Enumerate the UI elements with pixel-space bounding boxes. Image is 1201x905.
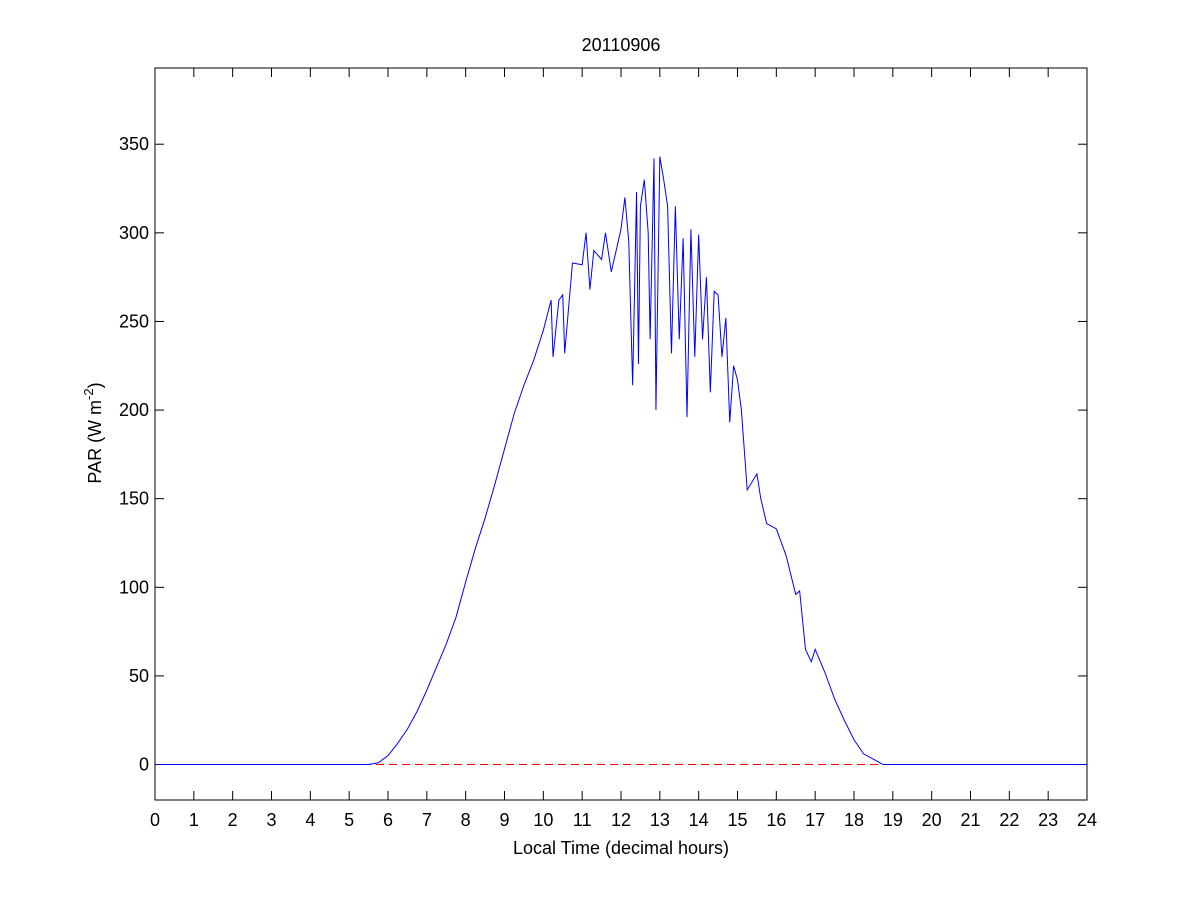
y-label-superscript: -2 xyxy=(81,388,96,400)
x-tick-label: 2 xyxy=(228,810,238,830)
x-tick-label: 24 xyxy=(1077,810,1097,830)
x-tick-label: 20 xyxy=(922,810,942,830)
x-tick-label: 14 xyxy=(689,810,709,830)
y-axis-label: PAR (W m-2) xyxy=(81,382,105,483)
x-tick-label: 23 xyxy=(1038,810,1058,830)
y-label-text: PAR (W m xyxy=(85,400,105,484)
y-tick-label: 350 xyxy=(119,134,149,154)
x-tick-label: 10 xyxy=(533,810,553,830)
y-tick-label: 300 xyxy=(119,223,149,243)
y-tick-label: 50 xyxy=(129,666,149,686)
x-tick-label: 19 xyxy=(883,810,903,830)
y-label-suffix: ) xyxy=(85,382,105,388)
x-tick-label: 11 xyxy=(573,810,592,830)
x-tick-label: 7 xyxy=(422,810,432,830)
x-tick-label: 6 xyxy=(383,810,393,830)
y-tick-label: 150 xyxy=(119,489,149,509)
x-tick-label: 21 xyxy=(960,810,980,830)
x-tick-label: 12 xyxy=(611,810,631,830)
data-line xyxy=(155,156,1087,766)
y-tick-label: 250 xyxy=(119,311,149,331)
x-tick-label: 17 xyxy=(805,810,825,830)
x-tick-label: 8 xyxy=(461,810,471,830)
plot-frame xyxy=(154,67,1088,801)
y-tick-label: 0 xyxy=(139,755,149,775)
y-tick-label: 200 xyxy=(119,400,149,420)
x-tick-label: 9 xyxy=(499,810,509,830)
x-tick-label: 4 xyxy=(305,810,315,830)
x-tick-label: 16 xyxy=(766,810,786,830)
x-tick-label: 5 xyxy=(344,810,354,830)
x-tick-label: 22 xyxy=(999,810,1019,830)
x-tick-label: 1 xyxy=(189,810,199,830)
x-tick-label: 13 xyxy=(650,810,670,830)
x-tick-label: 15 xyxy=(727,810,747,830)
x-tick-label: 18 xyxy=(844,810,864,830)
x-tick-label: 3 xyxy=(266,810,276,830)
x-tick-label: 0 xyxy=(150,810,160,830)
chart-title: 20110906 xyxy=(582,35,661,55)
x-axis-label: Local Time (decimal hours) xyxy=(513,838,729,858)
y-tick-label: 100 xyxy=(119,577,149,597)
